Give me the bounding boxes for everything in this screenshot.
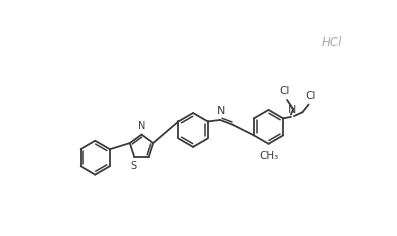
Text: HCl: HCl xyxy=(322,36,342,49)
Text: Cl: Cl xyxy=(279,86,290,96)
Text: S: S xyxy=(130,161,137,171)
Text: N: N xyxy=(138,121,145,131)
Text: N: N xyxy=(217,106,225,116)
Text: CH₃: CH₃ xyxy=(259,151,278,161)
Text: Cl: Cl xyxy=(306,91,316,101)
Text: N: N xyxy=(288,105,297,115)
